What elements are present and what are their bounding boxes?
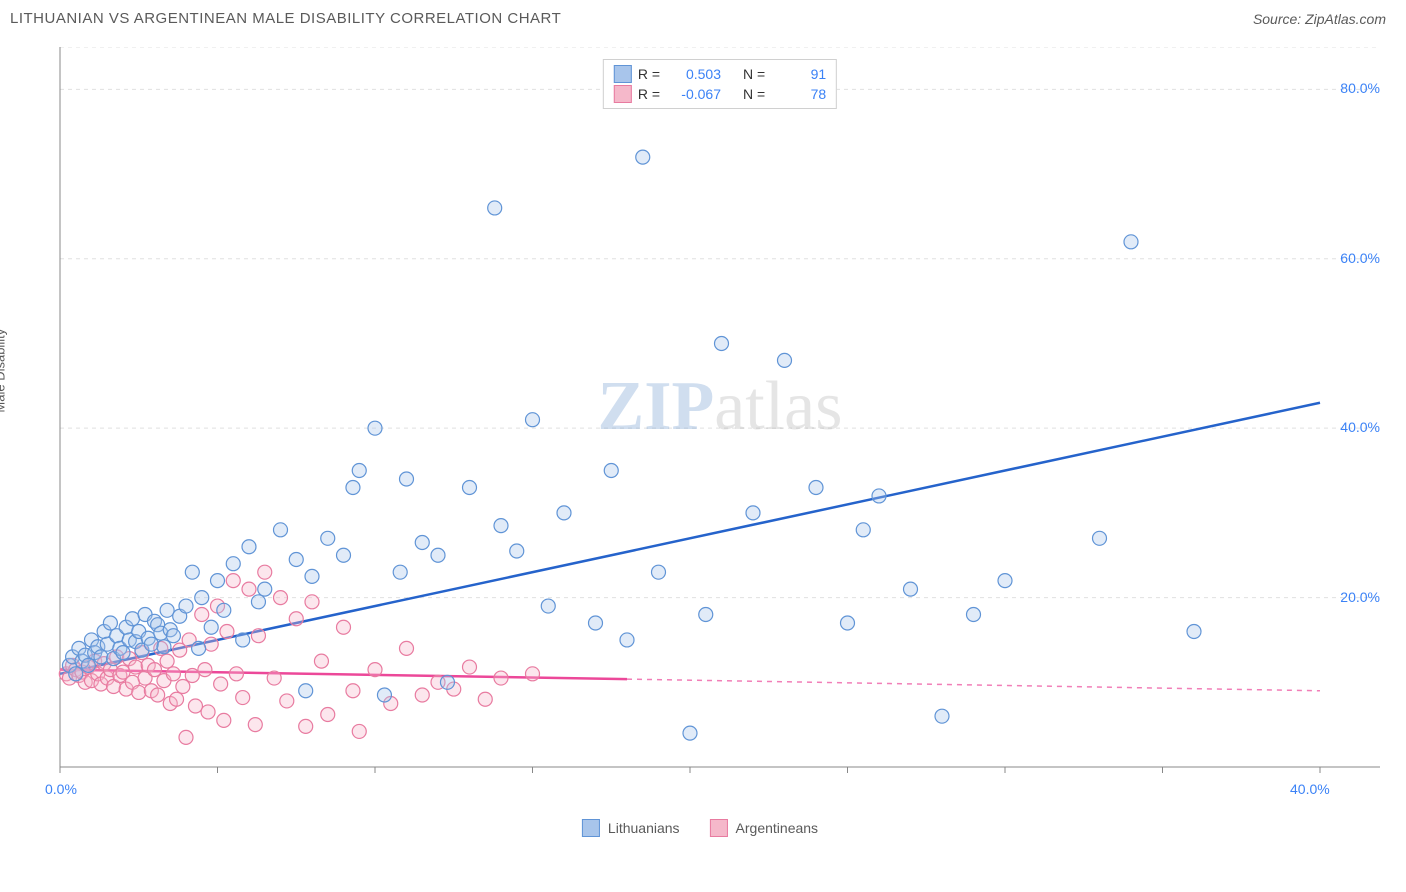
n-value-0: 91 — [771, 66, 826, 82]
correlation-row-1: R = -0.067 N = 78 — [614, 84, 826, 104]
legend-item-lithuanians: Lithuanians — [582, 819, 680, 837]
r-label: R = — [638, 86, 660, 102]
swatch-lithuanians — [614, 65, 632, 83]
y-tick-label: 80.0% — [1340, 80, 1380, 96]
swatch-argentineans — [710, 819, 728, 837]
source-label: Source: — [1253, 11, 1301, 27]
header: LITHUANIAN VS ARGENTINEAN MALE DISABILIT… — [0, 0, 1406, 37]
plot-area: ZIPatlas R = 0.503 N = 91 R = -0.067 N =… — [50, 47, 1390, 797]
source-name: ZipAtlas.com — [1305, 11, 1386, 27]
chart-container: Male Disability ZIPatlas R = 0.503 N = 9… — [10, 37, 1390, 857]
source-attribution: Source: ZipAtlas.com — [1253, 11, 1386, 27]
x-tick-label: 0.0% — [45, 781, 77, 797]
correlation-row-0: R = 0.503 N = 91 — [614, 64, 826, 84]
r-label: R = — [638, 66, 660, 82]
scatter-chart — [50, 47, 1390, 797]
swatch-argentineans — [614, 85, 632, 103]
legend-label-0: Lithuanians — [608, 820, 680, 836]
y-tick-label: 20.0% — [1340, 589, 1380, 605]
series-legend: Lithuanians Argentineans — [582, 819, 818, 837]
swatch-lithuanians — [582, 819, 600, 837]
legend-label-1: Argentineans — [736, 820, 819, 836]
r-value-1: -0.067 — [666, 86, 721, 102]
legend-item-argentineans: Argentineans — [710, 819, 819, 837]
n-value-1: 78 — [771, 86, 826, 102]
n-label: N = — [743, 66, 765, 82]
chart-title: LITHUANIAN VS ARGENTINEAN MALE DISABILIT… — [10, 10, 561, 27]
n-label: N = — [743, 86, 765, 102]
y-axis-label: Male Disability — [0, 329, 8, 413]
x-tick-label: 40.0% — [1290, 781, 1330, 797]
y-tick-label: 40.0% — [1340, 419, 1380, 435]
y-tick-label: 60.0% — [1340, 250, 1380, 266]
r-value-0: 0.503 — [666, 66, 721, 82]
correlation-legend: R = 0.503 N = 91 R = -0.067 N = 78 — [603, 59, 837, 109]
